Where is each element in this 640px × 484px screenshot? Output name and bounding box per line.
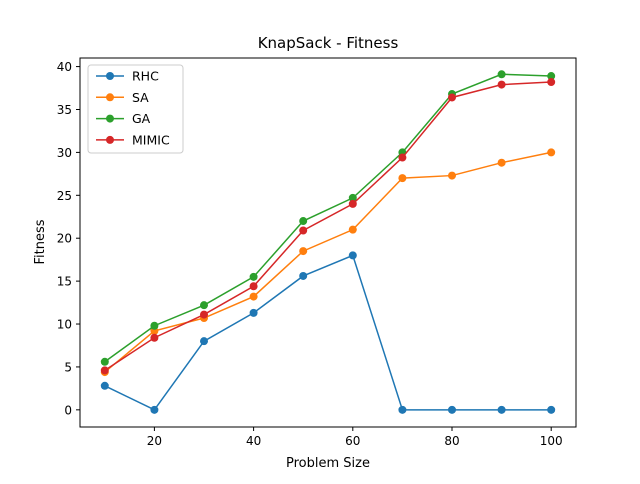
data-point-rhc: [200, 337, 208, 346]
data-point-rhc: [448, 405, 456, 414]
data-point-mimic: [249, 282, 258, 291]
data-point-rhc: [150, 405, 159, 414]
y-tick-label: 15: [57, 275, 72, 289]
data-point-sa: [299, 247, 308, 256]
data-point-ga: [299, 217, 308, 226]
data-point-mimic: [448, 93, 456, 102]
x-tick-label: 80: [444, 434, 459, 448]
x-tick-label: 20: [147, 434, 162, 448]
data-point-rhc: [348, 251, 357, 260]
data-point-rhc: [547, 405, 556, 414]
legend-label-rhc: RHC: [132, 69, 159, 84]
data-point-ga: [497, 70, 506, 79]
data-point-mimic: [200, 310, 208, 319]
data-point-mimic: [398, 153, 407, 162]
data-point-mimic: [547, 78, 556, 87]
series-line-rhc: [104, 254, 552, 411]
data-point-rhc: [398, 405, 407, 414]
legend-label-sa: SA: [132, 90, 149, 105]
y-tick-label: 25: [57, 189, 72, 203]
data-point-ga: [150, 321, 159, 330]
x-tick-label: 60: [345, 434, 360, 448]
y-tick-label: 10: [57, 318, 72, 332]
data-point-rhc: [299, 271, 308, 280]
series-line-sa: [104, 151, 552, 373]
data-point-rhc: [497, 405, 506, 414]
legend-marker-rhc: [106, 72, 114, 80]
data-point-ga: [348, 193, 357, 202]
data-point-rhc: [249, 308, 258, 317]
legend: RHC SA GA MIMIC: [87, 64, 184, 154]
data-point-rhc: [100, 381, 109, 390]
data-point-sa: [249, 292, 258, 301]
data-point-ga: [100, 357, 109, 366]
data-point-ga: [249, 272, 258, 281]
data-point-ga: [547, 72, 556, 81]
data-point-sa: [547, 148, 556, 157]
data-point-sa: [398, 174, 407, 183]
y-tick-label: 5: [64, 360, 72, 374]
y-tick-label: 30: [57, 146, 72, 160]
y-tick-label: 20: [57, 232, 72, 246]
x-axis: 20 40 60 80 100: [147, 427, 563, 448]
data-point-mimic: [299, 226, 308, 235]
legend-label-ga: GA: [132, 111, 151, 126]
data-point-mimic: [100, 366, 109, 375]
series-line-mimic: [104, 81, 552, 371]
y-axis-label: Fitness: [33, 219, 48, 264]
x-tick-label: 40: [246, 434, 261, 448]
series-layer: [100, 70, 556, 414]
y-tick-label: 0: [64, 403, 72, 417]
legend-box: [87, 64, 184, 154]
data-point-sa: [497, 158, 506, 167]
legend-marker-mimic: [106, 135, 114, 144]
series-line-ga: [104, 73, 552, 363]
data-point-sa: [448, 171, 456, 180]
legend-marker-sa: [106, 93, 114, 102]
x-tick-label: 100: [540, 434, 563, 448]
data-point-mimic: [150, 333, 159, 342]
y-tick-label: 40: [57, 60, 72, 74]
data-point-ga: [200, 301, 208, 310]
data-point-mimic: [497, 80, 506, 89]
legend-marker-ga: [106, 114, 114, 123]
data-point-sa: [348, 225, 357, 234]
y-axis: 0 5 10 15 20 25 30 35 40: [57, 60, 80, 417]
x-axis-label: Problem Size: [286, 456, 370, 471]
chart-title: KnapSack - Fitness: [258, 34, 399, 52]
data-point-mimic: [348, 199, 357, 208]
y-tick-label: 35: [57, 103, 72, 117]
plot-frame: [79, 57, 577, 428]
legend-label-mimic: MIMIC: [132, 132, 170, 147]
